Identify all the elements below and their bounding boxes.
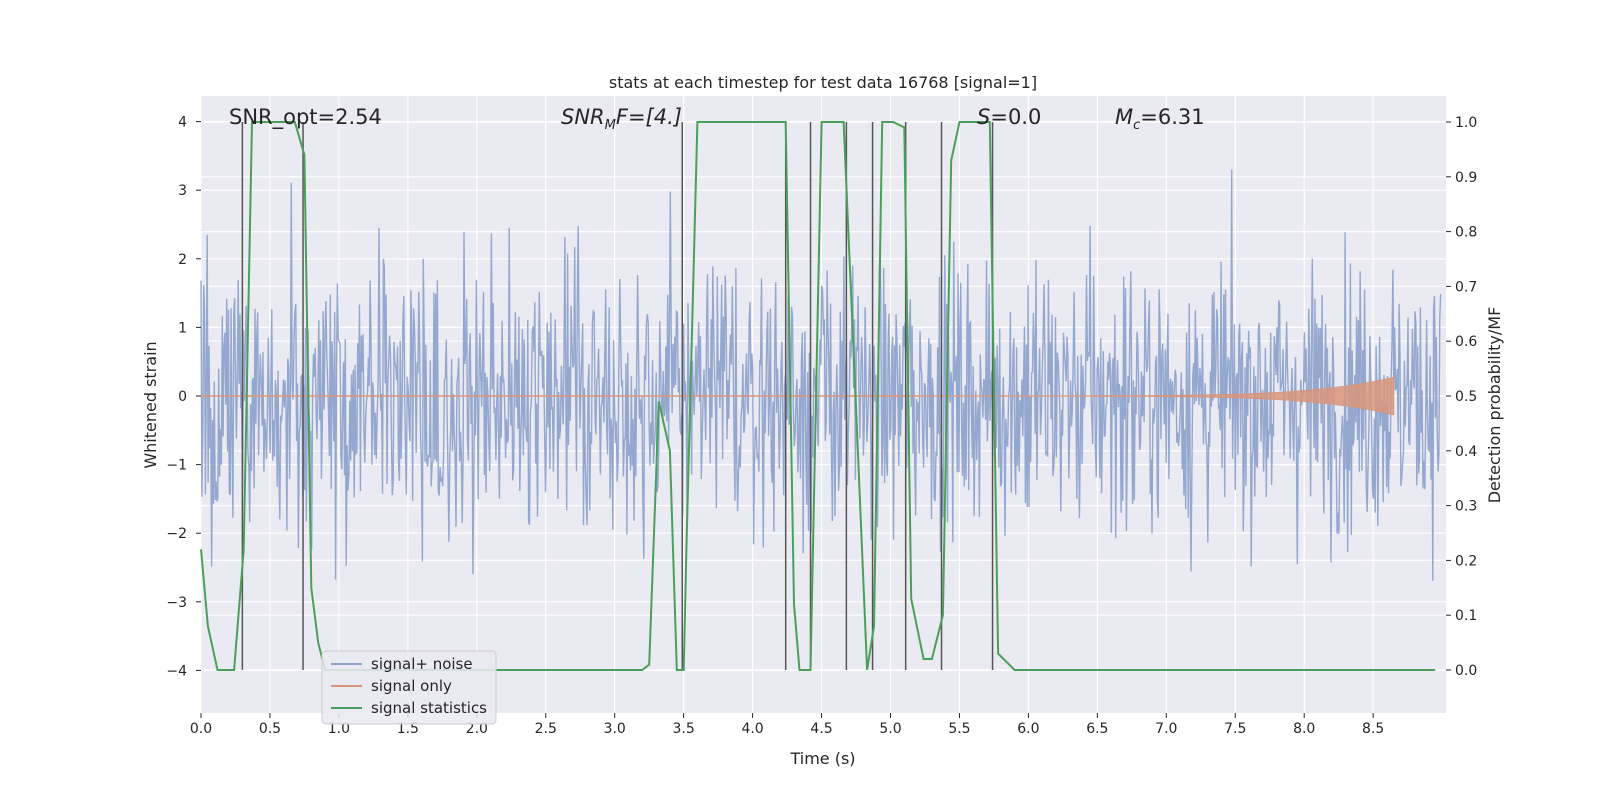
x-tick-label: 2.5 (535, 721, 557, 737)
y-right-tick-label: 0.3 (1455, 499, 1477, 515)
y-left-tick-label: 2 (178, 252, 187, 268)
mc-base: M (1115, 105, 1133, 129)
legend: signal+ noise signal only signal statist… (321, 650, 497, 725)
signal-only-series (201, 376, 1395, 416)
snr-mf-base: SNR (561, 105, 605, 129)
signal-noise-series (200, 169, 1442, 582)
x-tick-label: 2.0 (466, 721, 488, 737)
x-tick-label: 5.5 (948, 721, 970, 737)
y-left-tick-label: −3 (166, 595, 187, 611)
s-italic: S (977, 105, 990, 129)
annotation-snr-opt: SNR_opt=2.54 (229, 105, 382, 130)
x-tick-label: 3.0 (604, 721, 626, 737)
y-right-tick-label: 0.2 (1455, 553, 1477, 569)
y-left-tick-label: −4 (166, 663, 187, 679)
x-tick-label: 5.0 (879, 721, 901, 737)
y-left-tick-label: −2 (166, 526, 187, 542)
x-axis-label: Time (s) (789, 749, 855, 768)
s-tail: =0.0 (990, 105, 1041, 129)
y-right-tick-label: 0.4 (1455, 444, 1477, 460)
y-right-tick-label: 0.7 (1455, 279, 1477, 295)
x-tick-label: 7.5 (1224, 721, 1246, 737)
y-left-tick-label: 0 (178, 389, 187, 405)
x-tick-label: 6.0 (1017, 721, 1039, 737)
signal-noise-line (200, 169, 1442, 582)
snr-mf-sub: M (605, 118, 616, 133)
snr-mf-tail: F=[4.] (616, 105, 682, 129)
y-right-tick-label: 0.9 (1455, 170, 1477, 186)
y-left-tick-label: 4 (178, 115, 187, 131)
y-right-tick-label: 0.5 (1455, 389, 1477, 405)
signal-statistics-series (200, 121, 1436, 671)
y-right-tick-label: 0.8 (1455, 225, 1477, 241)
y-axis-right-label: Detection probability/MF (1485, 307, 1504, 504)
x-tick-label: 1.0 (328, 721, 350, 737)
x-tick-label: 7.0 (1155, 721, 1177, 737)
y-left-tick-label: 3 (178, 183, 187, 199)
y-right-tick-label: 0.6 (1455, 334, 1477, 350)
x-tick-label: 8.5 (1362, 721, 1384, 737)
annotation-mc: Mc=6.31 (1115, 105, 1205, 133)
axis-ticks: 0.0 0.5 1.0 1.5 2.0 2.5 3.0 3.5 4.0 4.5 5.0 5.5 6.0 6… (166, 115, 1477, 737)
x-tick-label: 6.5 (1086, 721, 1108, 737)
legend-label-signal-noise: signal+ noise (371, 655, 473, 673)
y-right-tick-label: 1.0 (1455, 115, 1477, 131)
signal-statistics-line (200, 121, 1436, 671)
y-right-tick-label: 0.1 (1455, 608, 1477, 624)
x-tick-label: 4.5 (810, 721, 832, 737)
y-left-tick-label: 1 (178, 320, 187, 336)
x-tick-label: 0.0 (190, 721, 212, 737)
x-tick-label: 4.0 (741, 721, 763, 737)
chart-title: stats at each timestep for test data 167… (609, 73, 1037, 92)
legend-label-signal-statistics: signal statistics (371, 699, 487, 717)
x-tick-label: 1.5 (397, 721, 419, 737)
y-axis-left-label: Whitened strain (141, 341, 160, 468)
annotation-s: S=0.0 (977, 105, 1041, 129)
y-right-tick-label: 0.0 (1455, 663, 1477, 679)
x-tick-label: 0.5 (259, 721, 281, 737)
mc-sub: c (1133, 118, 1140, 133)
mc-tail: =6.31 (1140, 105, 1204, 129)
y-left-tick-label: −1 (166, 458, 187, 474)
annotation-snr-mf: SNRMF=[4.] (561, 105, 682, 133)
x-tick-label: 8.0 (1293, 721, 1315, 737)
x-tick-label: 3.5 (673, 721, 695, 737)
legend-label-signal-only: signal only (371, 677, 452, 695)
legend-box (321, 650, 497, 725)
signal-only-chirp (917, 376, 1395, 416)
